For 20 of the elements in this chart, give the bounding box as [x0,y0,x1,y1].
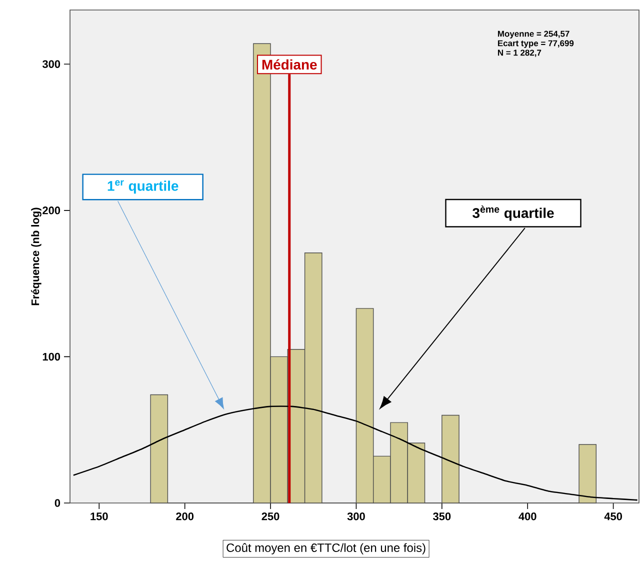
x-tick-label: 150 [90,512,108,520]
line-series [72,406,638,501]
annotation: 1$^{er}$ quartile [108,180,178,194]
y-axis-title: Fréquence (nb log) [31,208,42,306]
y-tick-label: 300 [42,60,60,68]
annotation: 3$^{ème}$ quartile [472,205,554,221]
y-tick-label: 200 [42,206,60,214]
x-tick-label: 250 [262,512,280,520]
y-tick-label: 100 [42,352,60,361]
x-axis-title: Coût moyen en €TTC/lot (en une fois) [226,543,426,554]
x-tick-label: 450 [604,512,622,520]
x-tick-label: 400 [518,512,536,520]
annotation: Ecart type = 77,699 [498,40,574,48]
annotation: N = 1 282,7 [498,50,542,57]
x-tick-label: 200 [176,512,194,520]
ref-line-label: Médiane [262,59,317,70]
x-tick-label: 300 [347,512,365,520]
x-tick-label: 350 [433,512,451,520]
annotation: Moyenne = 254,57 [498,30,570,38]
y-tick-label: 0 [54,499,60,507]
